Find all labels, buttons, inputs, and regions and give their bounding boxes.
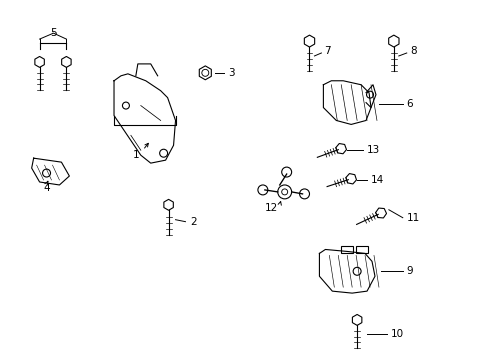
Text: 9: 9 [407, 266, 414, 276]
Text: 14: 14 [371, 175, 384, 185]
Text: 10: 10 [391, 329, 404, 339]
Polygon shape [136, 64, 158, 76]
Text: 13: 13 [367, 145, 380, 155]
Text: 11: 11 [407, 213, 420, 223]
Text: 7: 7 [324, 46, 331, 56]
Text: 2: 2 [191, 217, 197, 227]
Text: 12: 12 [265, 203, 278, 213]
Polygon shape [32, 158, 70, 185]
Text: 5: 5 [50, 28, 57, 38]
Polygon shape [366, 85, 376, 108]
Polygon shape [323, 81, 371, 125]
Text: 4: 4 [43, 183, 50, 193]
Text: 1: 1 [132, 150, 139, 160]
Text: 3: 3 [228, 68, 235, 78]
Polygon shape [114, 74, 175, 163]
Polygon shape [319, 249, 375, 293]
Text: 6: 6 [407, 99, 414, 109]
Text: 8: 8 [411, 46, 417, 56]
